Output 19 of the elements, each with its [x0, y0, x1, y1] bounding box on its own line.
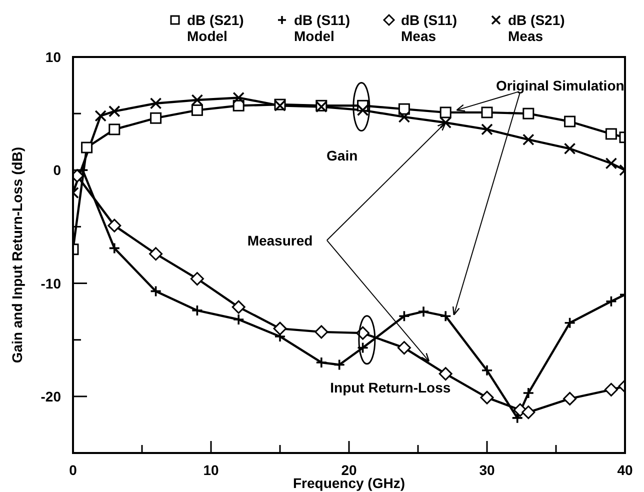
y-tick-label: 0 [53, 162, 62, 178]
x-tick-label: 30 [479, 462, 495, 478]
y-axis-title: Gain and Input Return-Loss (dB) [9, 146, 25, 364]
x-axis-title: Frequency (GHz) [292, 475, 406, 491]
legend-label: dB (S11) Model [294, 12, 352, 44]
x-tick-label: 0 [69, 462, 78, 478]
x-tick-label: 10 [203, 462, 219, 478]
annotation: Original Simulation [496, 77, 624, 94]
legend-label: dB (S11) Meas [401, 12, 458, 44]
annotation: Measured [247, 232, 313, 248]
annotation: Input Return-Loss [330, 379, 451, 396]
legend-label: dB (S21) Meas [508, 12, 566, 44]
annotation: Gain [326, 147, 358, 164]
x-tick-label: 20 [341, 462, 357, 478]
y-tick-label: 10 [45, 49, 62, 65]
y-tick-label: -10 [40, 275, 62, 292]
legend-label: dB (S21) Model [187, 12, 245, 44]
x-tick-label: 40 [617, 462, 633, 478]
y-tick-label: -20 [40, 388, 62, 404]
